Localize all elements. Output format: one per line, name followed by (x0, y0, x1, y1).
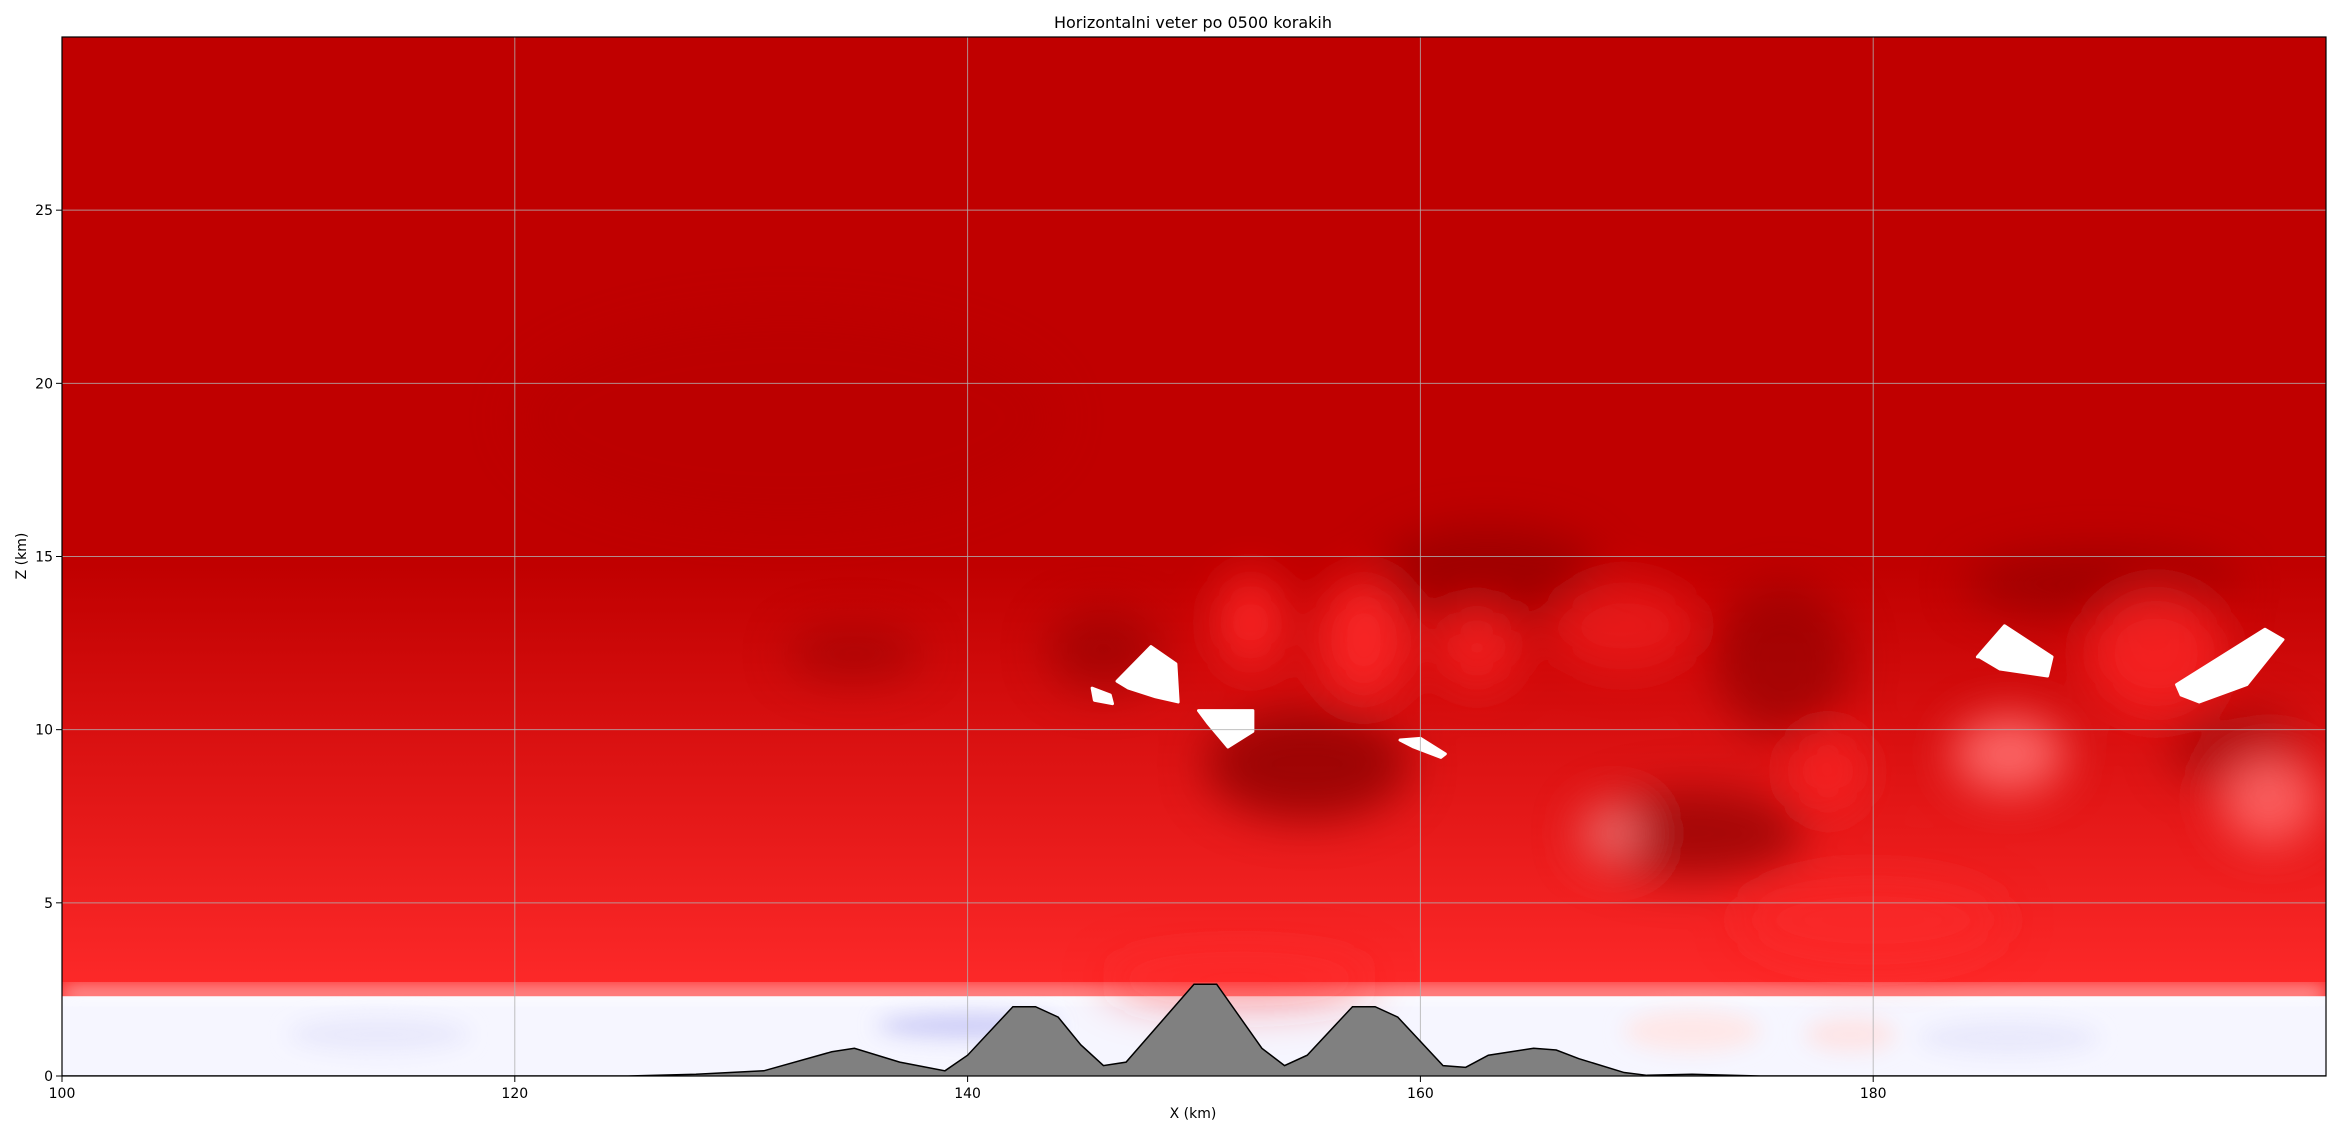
wind-blob (514, 314, 1059, 522)
blank-region (1398, 736, 1447, 759)
x-axis-label: X (km) (1170, 1106, 1217, 1122)
blank-region (1197, 709, 1255, 749)
terrain (62, 983, 2326, 1076)
wind-blob (1218, 573, 1283, 671)
wind-blob (1581, 805, 1645, 862)
grid-lines (62, 37, 2326, 1076)
y-axis-label: Z (km) (14, 533, 30, 580)
y-tick-label: 0 (44, 1069, 53, 1085)
wind-blob (1436, 604, 1518, 689)
wind-texture (514, 314, 2320, 1007)
wind-field (62, 37, 2326, 1076)
blank-region (1975, 624, 2054, 678)
blank-region (1090, 686, 1114, 706)
weak-wind-blob (1805, 1017, 1896, 1052)
y-tick-label: 5 (44, 896, 53, 912)
x-tick-label: 100 (49, 1086, 76, 1102)
wind-blob (1205, 708, 1410, 820)
blank-region (2175, 627, 2285, 704)
wind-blob (2219, 753, 2320, 844)
y-axis-ticks: 0 5 10 15 20 25 (35, 203, 62, 1085)
chart-title: Horizontalni veter po 0500 korakih (1054, 13, 1332, 32)
weak-wind-blob (288, 1017, 470, 1052)
x-tick-label: 160 (1407, 1086, 1434, 1102)
x-axis-ticks: 100 120 140 160 180 (49, 1076, 1887, 1102)
weak-wind-blob (1918, 1020, 2100, 1056)
x-tick-label: 140 (954, 1086, 981, 1102)
wind-blob (1103, 951, 1376, 1007)
wind-blob (1791, 729, 1865, 813)
wind-blob (1952, 715, 2066, 793)
terrain-fill (62, 984, 2326, 1076)
x-tick-label: 180 (1860, 1086, 1887, 1102)
x-tick-label: 120 (501, 1086, 528, 1102)
blank-region (1115, 645, 1180, 704)
wind-blob (1375, 525, 1602, 623)
y-tick-label: 20 (35, 376, 53, 392)
wind-blob (1714, 584, 1851, 737)
wind-blob (1318, 577, 1410, 702)
strong-wind-layer (62, 37, 2326, 997)
wind-blob (786, 625, 923, 682)
terrain-outline (62, 983, 2326, 1076)
y-tick-label: 10 (35, 723, 53, 739)
blank-regions (1090, 624, 2285, 759)
weak-wind-blob (1624, 1010, 1760, 1052)
y-tick-label: 25 (35, 203, 53, 219)
wind-blob (1551, 580, 1697, 671)
plot-area (62, 37, 2326, 1076)
y-tick-label: 15 (35, 550, 53, 566)
wind-blob (1578, 788, 1806, 879)
